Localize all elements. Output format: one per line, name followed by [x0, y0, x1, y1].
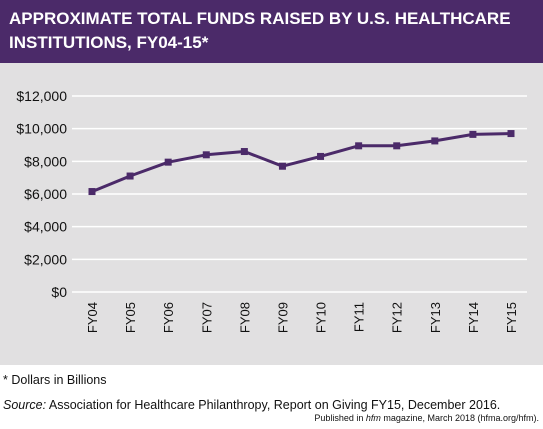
- x-tick-label: FY11: [352, 302, 367, 332]
- data-point: [393, 142, 401, 150]
- data-point: [164, 158, 172, 166]
- x-tick-label: FY07: [199, 302, 214, 333]
- data-point: [88, 188, 96, 196]
- y-tick-label: $4,000: [24, 219, 67, 235]
- data-point: [278, 162, 286, 170]
- title-banner: APPROXIMATE TOTAL FUNDS RAISED BY U.S. H…: [0, 0, 543, 63]
- data-point: [240, 148, 248, 156]
- x-tick-label: FY06: [161, 302, 176, 333]
- x-axis: FY04 FY05 FY06 FY07 FY08 FY09 FY10 FY11 FY12 FY13…: [85, 302, 519, 333]
- series-markers: [88, 130, 515, 196]
- published-suffix: magazine, March 2018 (hfma.org/hfm).: [380, 413, 539, 423]
- publication-credit: Published in hfm magazine, March 2018 (h…: [314, 413, 539, 423]
- y-tick-label: $2,000: [24, 251, 67, 267]
- x-tick-label: FY14: [466, 302, 481, 333]
- y-tick-label: $10,000: [16, 121, 67, 137]
- data-point: [469, 130, 477, 138]
- line-chart: $0 $2,000 $4,000 $6,000 $8,000 $10,000 $12,000…: [16, 88, 527, 333]
- x-tick-label: FY05: [123, 302, 138, 333]
- data-point: [202, 151, 210, 159]
- published-magazine: hfm: [365, 413, 381, 423]
- y-axis: $0 $2,000 $4,000 $6,000 $8,000 $10,000 $12,000: [16, 88, 67, 300]
- source-line: Source: Association for Healthcare Phila…: [3, 398, 541, 412]
- data-point: [126, 172, 134, 180]
- source-label: Source:: [3, 398, 47, 412]
- x-tick-label: FY10: [314, 302, 329, 333]
- x-tick-label: FY09: [275, 302, 290, 333]
- y-tick-label: $8,000: [24, 153, 67, 169]
- dollars-note: * Dollars in Billions: [3, 373, 107, 387]
- source-text: Association for Healthcare Philanthropy,…: [46, 398, 501, 412]
- x-tick-label: FY15: [504, 302, 519, 333]
- data-point: [317, 152, 325, 160]
- chart-title: APPROXIMATE TOTAL FUNDS RAISED BY U.S. H…: [9, 9, 511, 52]
- data-point: [431, 137, 439, 145]
- data-line: [91, 132, 512, 193]
- data-point: [355, 142, 363, 150]
- series-line: [91, 132, 512, 193]
- x-tick-label: FY08: [237, 302, 252, 333]
- y-tick-label: $12,000: [16, 88, 67, 104]
- x-tick-label: FY13: [428, 302, 443, 333]
- gridlines: [72, 95, 527, 293]
- x-tick-label: FY12: [390, 302, 405, 333]
- chart-panel: [0, 63, 543, 365]
- published-prefix: Published in: [314, 413, 366, 423]
- x-tick-label: FY04: [85, 302, 100, 333]
- y-tick-label: $6,000: [24, 186, 67, 202]
- y-tick-label: $0: [51, 284, 67, 300]
- data-point: [507, 130, 515, 138]
